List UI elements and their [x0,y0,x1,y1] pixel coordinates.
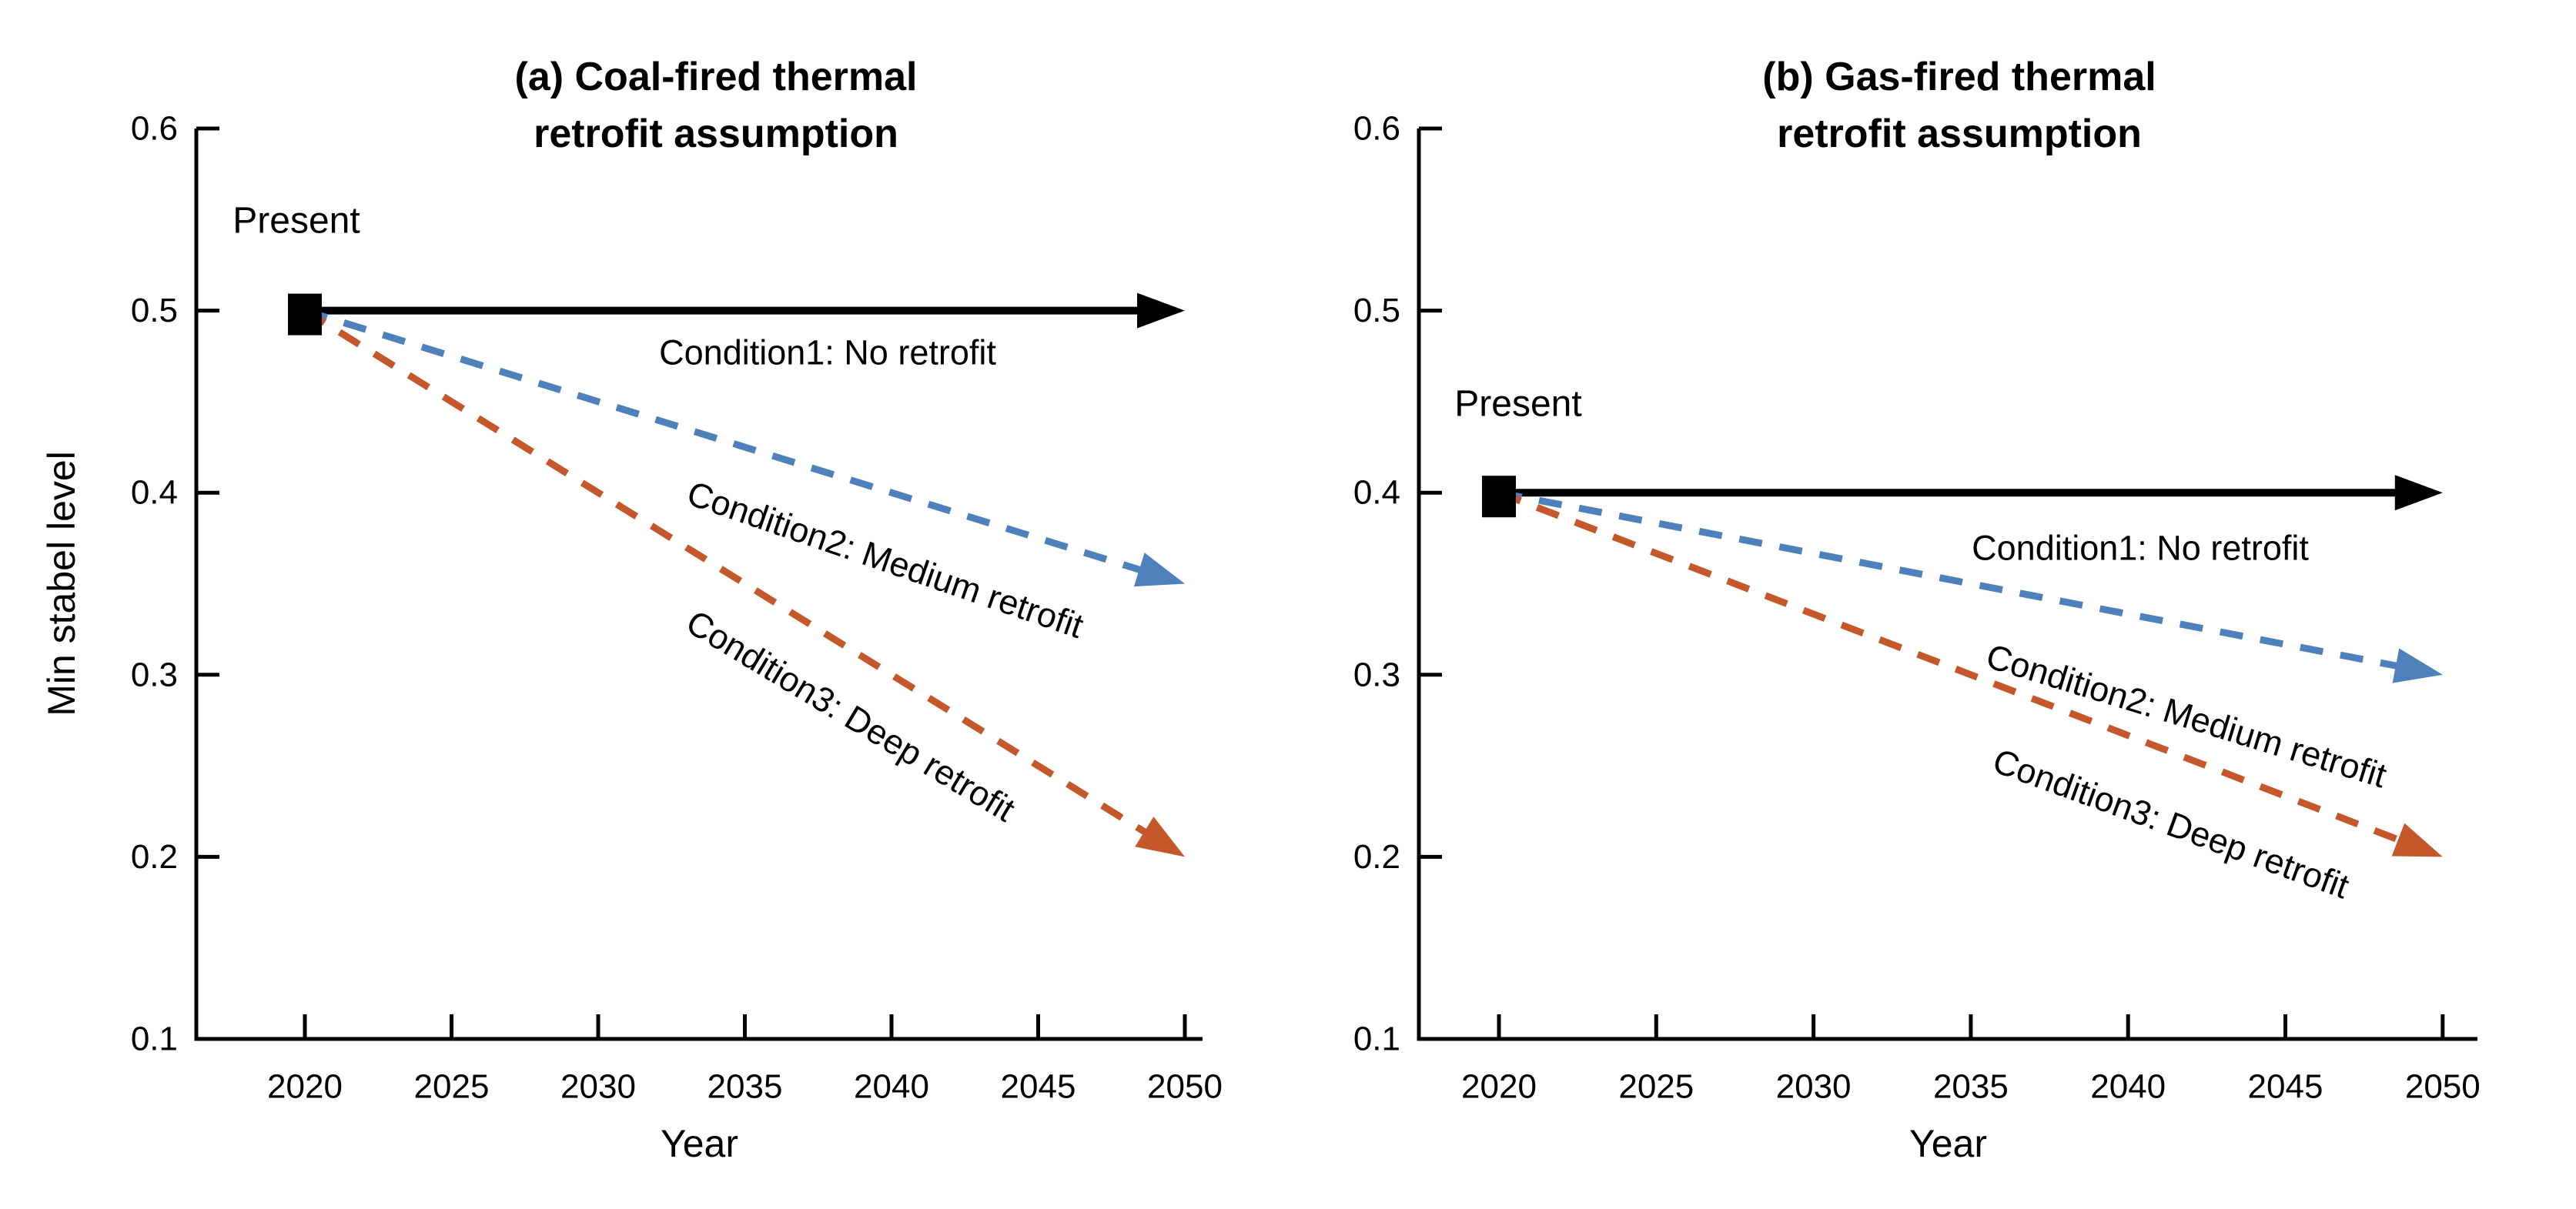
panel-b-y-tick-label-0.3: 0.3 [1353,656,1400,693]
panel-a-x-tick-label-2035: 2035 [708,1068,783,1106]
panel-b-arrow-head-3 [2391,823,2443,857]
panel-b-x-tick-label-2050: 2050 [2405,1068,2481,1106]
panel-a-title-line-2: retrofit assumption [534,112,898,156]
panel-a-y-tick-label-0.6: 0.6 [131,110,178,148]
panel-b-x-tick-label-2020: 2020 [1461,1068,1537,1106]
panel-a-condition-label-3: Condition3: Deep retrofit [680,603,1022,830]
panel-a-present-label: Present [233,201,360,242]
panel-b-arrow-head-1 [2394,475,2443,511]
panel-b-arrow-line-2 [1498,489,2403,670]
panel-a-x-tick-label-2040: 2040 [854,1068,929,1106]
panel-a-title-line-1: (a) Coal-fired thermal [515,55,918,99]
panel-b-y-tick-label-0.4: 0.4 [1353,474,1400,512]
panel-a-y-tick-label-0.4: 0.4 [131,474,178,512]
panel-a-x-axis-title: Year [661,1122,738,1165]
panel-a-arrow-line-3 [303,307,1152,838]
panel-a-condition-label-2: Condition2: Medium retrofit [682,473,1089,646]
panel-b-arrow-head-2 [2392,648,2443,683]
panel-b-axis-spine [1417,129,2477,1041]
panel-a-y-tick-label-0.1: 0.1 [131,1020,178,1058]
panel-a-y-tick-label-0.3: 0.3 [131,656,178,693]
panel-a-x-tick-label-2030: 2030 [560,1068,636,1106]
panel-b-y-tick-label-0.5: 0.5 [1353,292,1400,329]
panel-b-y-tick-label-0.6: 0.6 [1353,110,1400,148]
panel-b-x-tick-label-2025: 2025 [1618,1068,1694,1106]
panel-b-x-tick-label-2035: 2035 [1933,1068,2009,1106]
panel-b-x-tick-label-2045: 2045 [2248,1068,2323,1106]
panel-a-axis-spine [194,129,1203,1041]
panel-a-x-tick-label-2045: 2045 [1001,1068,1076,1106]
panel-a-arrow-head-3 [1135,817,1185,857]
panel-b-x-tick-label-2040: 2040 [2090,1068,2166,1106]
panel-b-y-tick-label-0.2: 0.2 [1353,838,1400,876]
panel-a-y-tick-label-0.2: 0.2 [131,838,178,876]
panel-a-x-tick-label-2025: 2025 [414,1068,490,1106]
panel-a-arrow-head-2 [1133,553,1185,587]
panel-a-x-tick-label-2020: 2020 [267,1068,343,1106]
panel-b-present-label: Present [1454,384,1581,425]
panel-b-x-tick-label-2030: 2030 [1776,1068,1852,1106]
panel-a-y-axis-title: Min stabel level [40,451,83,716]
panel-a-present-marker [288,293,322,336]
panel-b-x-axis-title: Year [1909,1122,1987,1165]
panel-b-y-tick-label-0.1: 0.1 [1353,1020,1400,1058]
panel-b-title-line-2: retrofit assumption [1777,112,2142,156]
panel-a-x-tick-label-2050: 2050 [1147,1068,1223,1106]
panel-b-condition-label-1: Condition1: No retrofit [1972,529,2309,568]
panel-a-arrow-head-1 [1137,292,1185,329]
panel-b-title-line-1: (b) Gas-fired thermal [1762,55,2156,99]
panel-a-y-tick-label-0.5: 0.5 [131,292,178,329]
panel-b-present-marker [1482,476,1516,518]
panel-a-condition-label-1: Condition1: No retrofit [659,333,996,372]
